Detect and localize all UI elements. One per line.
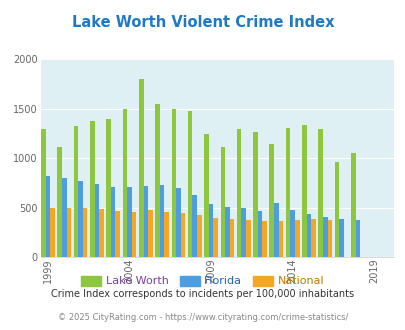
Bar [171,109,176,257]
Bar [83,208,87,257]
Bar [318,129,322,257]
Bar [278,221,283,257]
Bar [339,219,343,257]
Bar [350,153,355,257]
Bar [204,134,208,257]
Bar [122,109,127,257]
Bar [132,212,136,257]
Bar [160,185,164,257]
Bar [188,111,192,257]
Bar [294,220,299,257]
Bar [334,162,339,257]
Bar [45,176,50,257]
Bar [269,144,273,257]
Bar [306,214,311,257]
Bar [164,212,168,257]
Bar [273,203,278,257]
Bar [106,119,111,257]
Bar [50,208,55,257]
Bar [90,121,94,257]
Bar [220,147,224,257]
Bar [301,125,306,257]
Bar [196,215,201,257]
Bar [192,195,196,257]
Bar [257,211,262,257]
Bar [111,187,115,257]
Bar [99,209,104,257]
Text: Crime Index corresponds to incidents per 100,000 inhabitants: Crime Index corresponds to incidents per… [51,289,354,299]
Bar [148,210,152,257]
Bar [94,184,99,257]
Bar [290,210,294,257]
Bar [322,217,327,257]
Bar [311,219,315,257]
Bar [127,187,132,257]
Bar [78,181,83,257]
Bar [236,129,241,257]
Bar [229,219,234,257]
Bar [176,188,180,257]
Text: Lake Worth Violent Crime Index: Lake Worth Violent Crime Index [72,15,333,30]
Bar [208,204,213,257]
Bar [180,213,185,257]
Bar [327,220,331,257]
Bar [139,79,143,257]
Bar [213,218,217,257]
Bar [245,220,250,257]
Bar [62,178,66,257]
Bar [143,186,148,257]
Bar [57,147,62,257]
Bar [355,220,359,257]
Text: © 2025 CityRating.com - https://www.cityrating.com/crime-statistics/: © 2025 CityRating.com - https://www.city… [58,313,347,322]
Bar [253,132,257,257]
Bar [155,104,160,257]
Bar [224,207,229,257]
Bar [115,211,120,257]
Bar [66,208,71,257]
Bar [74,126,78,257]
Bar [285,128,290,257]
Bar [241,208,245,257]
Legend: Lake Worth, Florida, National: Lake Worth, Florida, National [77,271,328,291]
Bar [41,129,45,257]
Bar [262,221,266,257]
